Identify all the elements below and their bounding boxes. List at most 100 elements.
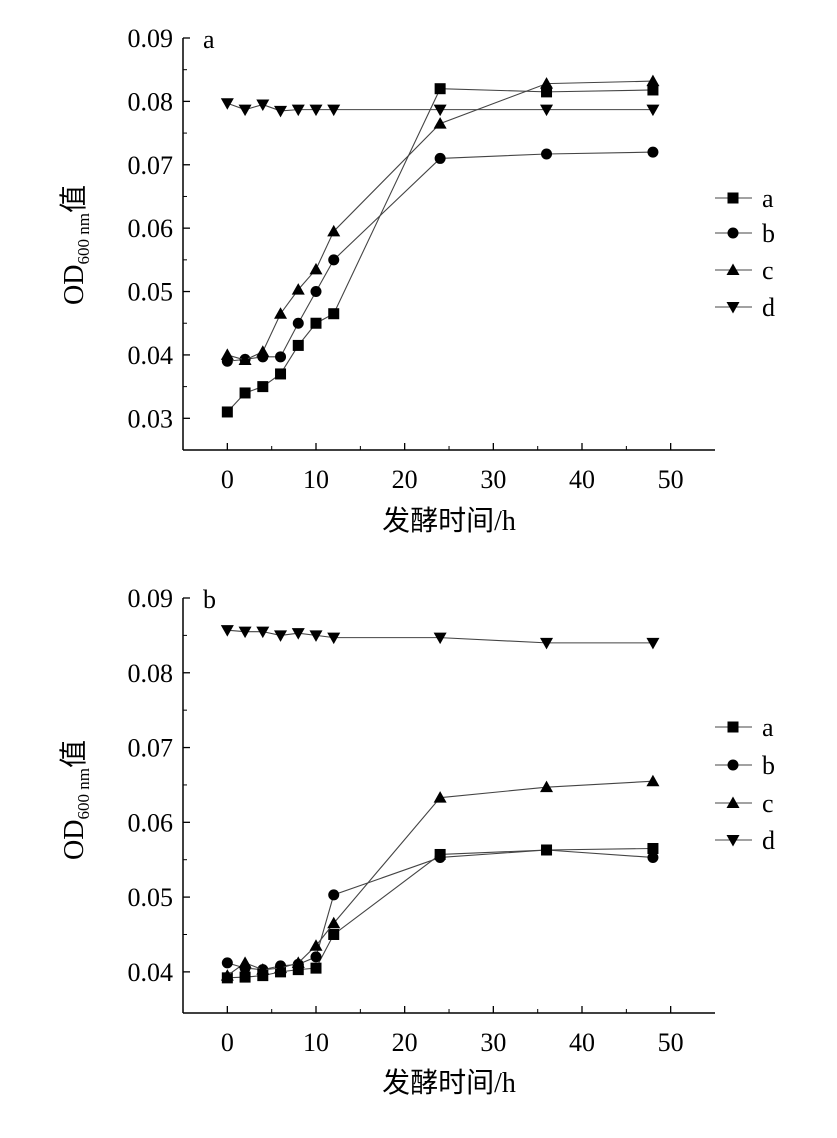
y-label-sub: 600 nm (74, 768, 93, 819)
x-tick-label: 40 (569, 1028, 595, 1057)
data-point (291, 104, 305, 117)
y-label-main: OD (59, 265, 90, 305)
y-tick-label: 0.06 (128, 214, 174, 243)
panel-b: 0.04 0.05 0.06 0.07 0.08 0.09 0 10 20 30 40 50 b 发酵时间… (58, 584, 775, 1099)
data-point (275, 351, 287, 363)
data-point (274, 630, 288, 642)
data-point (257, 381, 269, 393)
y-tick-label: 0.07 (128, 151, 174, 180)
x-tick-label: 10 (303, 1028, 329, 1057)
y-axis-label: OD600 nm值 (58, 185, 93, 305)
data-point (309, 939, 323, 951)
legend-label: a (762, 184, 774, 213)
data-point (310, 951, 322, 963)
x-tick-label: 50 (658, 465, 684, 494)
data-point (434, 851, 446, 863)
series-line (226, 88, 653, 413)
legend-marker (726, 796, 740, 808)
data-point (309, 630, 323, 642)
series-b (221, 146, 659, 367)
y-tick-label: 0.06 (128, 808, 174, 837)
series-line (227, 849, 653, 971)
y-tick-label: 0.08 (128, 659, 174, 688)
x-tick-label: 30 (480, 1028, 506, 1057)
data-point (292, 339, 304, 351)
legend-marker (726, 302, 740, 314)
data-point (220, 348, 234, 360)
data-point (540, 780, 554, 793)
data-point (275, 368, 287, 380)
data-point (433, 791, 447, 803)
legend-label: b (762, 751, 775, 780)
y-tick-label: 0.04 (128, 958, 174, 987)
data-point (434, 83, 446, 95)
y-label-sub: 600 nm (74, 213, 93, 264)
data-point (328, 254, 340, 266)
data-point (239, 387, 251, 399)
x-tick-label: 50 (658, 1028, 684, 1057)
data-point (646, 637, 660, 650)
data-point (540, 637, 554, 650)
data-point (256, 345, 270, 357)
y-axis-label: OD600 nm值 (58, 740, 93, 860)
data-point (291, 283, 305, 295)
panel-label: b (203, 585, 216, 614)
legend-label: d (762, 826, 775, 855)
y-tick-label: 0.03 (128, 404, 174, 433)
legend-marker (727, 227, 739, 239)
series-line (227, 847, 653, 979)
data-point (256, 963, 270, 975)
data-point (256, 626, 270, 639)
series-line (227, 102, 653, 112)
panel-a: 0.03 0.04 0.05 0.06 0.07 0.08 0.09 0 10 20 30 40 50 a… (58, 24, 775, 537)
series-a (221, 83, 659, 418)
data-point (540, 77, 554, 89)
data-point (274, 961, 288, 974)
data-point (274, 105, 288, 118)
x-axis-label: 发酵时间/h (382, 505, 516, 537)
legend-label: c (762, 789, 774, 818)
data-point (291, 628, 305, 640)
x-tick-label: 40 (569, 465, 595, 494)
data-point (433, 117, 447, 129)
y-tick-label: 0.05 (128, 883, 174, 912)
data-point (647, 146, 659, 158)
data-point (327, 224, 341, 237)
legend-marker (727, 192, 739, 204)
data-point (292, 317, 304, 329)
series-line (227, 629, 653, 644)
legend-marker (726, 835, 740, 847)
data-point (310, 286, 322, 298)
data-point (328, 308, 340, 320)
data-point (221, 406, 233, 418)
x-tick-label: 20 (392, 465, 418, 494)
legend-marker (727, 759, 739, 771)
series-line (227, 151, 653, 362)
data-point (328, 928, 340, 940)
legend-label: a (762, 713, 774, 742)
panel-label: a (203, 25, 215, 54)
x-tick-label: 0 (221, 1028, 234, 1057)
data-point (433, 632, 447, 645)
data-point (434, 152, 446, 164)
data-point (647, 851, 659, 863)
data-point (291, 956, 305, 968)
data-point (327, 632, 341, 645)
x-tick-label: 10 (303, 465, 329, 494)
series-c (220, 74, 660, 365)
data-point (220, 969, 234, 981)
x-tick-label: 20 (392, 1028, 418, 1057)
data-point (238, 353, 252, 365)
legend-label: c (762, 256, 774, 285)
data-point (310, 317, 322, 329)
data-point (274, 307, 288, 319)
y-label-suffix: 值 (58, 185, 90, 213)
data-point (309, 104, 323, 117)
series-d (220, 98, 660, 118)
series-line (227, 80, 653, 361)
data-point (646, 74, 660, 87)
y-label-suffix: 值 (58, 740, 90, 768)
data-point (433, 104, 447, 117)
